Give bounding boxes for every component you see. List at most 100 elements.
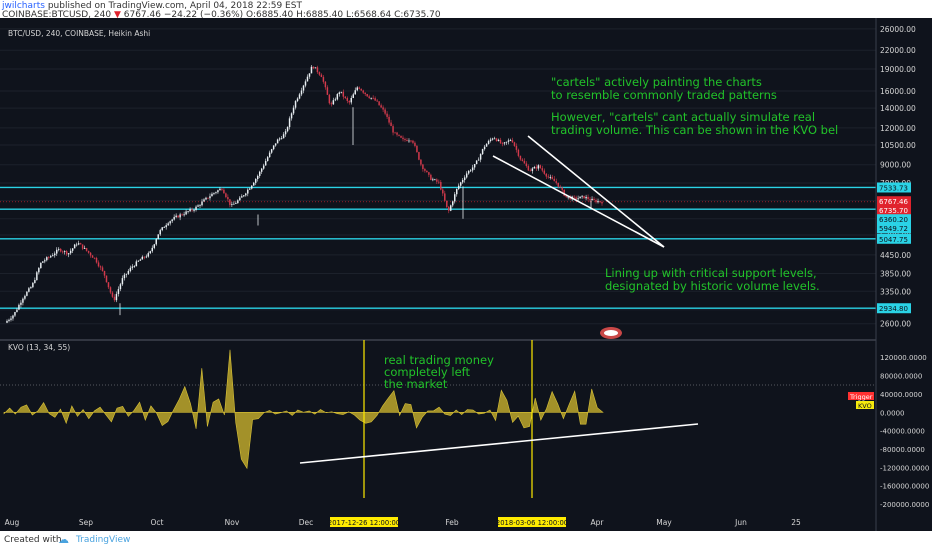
- x-tick-label: Feb: [445, 518, 459, 527]
- candle-body: [509, 140, 512, 142]
- price-label-bg: [877, 205, 911, 216]
- candle-body: [75, 244, 78, 246]
- candle-body: [181, 214, 183, 216]
- tradingview-brand[interactable]: TradingView: [76, 535, 131, 545]
- candle-body: [312, 66, 315, 69]
- candle-body: [50, 256, 52, 258]
- down-arrow-icon: ▼: [113, 10, 121, 20]
- candle-body: [10, 318, 12, 320]
- candle-body: [306, 76, 309, 82]
- support-lines: [0, 186, 876, 309]
- candle-body: [26, 291, 28, 296]
- candle-body: [440, 182, 442, 190]
- candle-body: [59, 248, 62, 252]
- candle-body: [61, 251, 64, 253]
- candle-body: [577, 198, 579, 200]
- candle-body: [159, 230, 161, 235]
- candle-body: [394, 132, 396, 134]
- candle-body: [294, 101, 297, 108]
- candle-body: [573, 196, 575, 198]
- price-label-bg: [877, 303, 911, 314]
- x-tick-label: Nov: [225, 518, 240, 527]
- chart-background: [0, 18, 932, 531]
- price-label-bg: [877, 214, 911, 225]
- candle-body: [539, 165, 542, 169]
- candle-body: [185, 211, 187, 215]
- candle-body: [318, 72, 321, 75]
- kvo-badge: [856, 401, 874, 409]
- candle-body: [410, 140, 412, 142]
- kvo-axis[interactable]: 120000.0000 80000.0000 40000.0000 0.0000 -40…: [880, 354, 929, 509]
- candle-body: [420, 159, 422, 165]
- candle-body: [245, 193, 247, 196]
- candle-body: [448, 206, 450, 211]
- candle-body: [452, 201, 454, 206]
- candle-body: [247, 189, 249, 194]
- candle-body: [414, 142, 416, 146]
- price-pane-title: BTC/USD, 240, COINBASE, Heikin Ashi: [8, 29, 150, 38]
- x-tick-label: Jun: [734, 518, 747, 527]
- x-tick-label: 25: [791, 518, 801, 527]
- candle-body: [436, 179, 438, 182]
- time-label-bg: [330, 517, 398, 527]
- candle-body: [161, 227, 163, 231]
- candle-body: [304, 81, 307, 86]
- kvo-tick-label: 40000.0000: [880, 391, 922, 399]
- publication-line: jwilcharts published on TradingView.com,…: [2, 1, 302, 11]
- candle-body: [165, 225, 167, 228]
- price-label: 2934.80: [879, 305, 908, 313]
- candle-body: [221, 188, 223, 190]
- tradingview-event-badge[interactable]: [600, 327, 622, 339]
- candle-body: [14, 312, 16, 316]
- annotation-line: designated by historic volume levels.: [605, 279, 820, 293]
- candle-body: [565, 195, 567, 197]
- y-tick-label: 3850.00: [880, 269, 911, 278]
- candle-body: [308, 73, 311, 77]
- candle-body: [73, 244, 76, 249]
- x-tick-label: Sep: [79, 518, 93, 527]
- chart-svg[interactable]: BTC/USD, 240, COINBASE, Heikin Ashi KVO …: [0, 18, 932, 531]
- candle-body: [513, 142, 516, 146]
- candle-body: [147, 253, 150, 257]
- candle-body: [475, 160, 478, 165]
- candle-body: [326, 87, 329, 95]
- candle-body: [483, 146, 486, 150]
- y-tick-label: 9000.00: [880, 161, 911, 170]
- candle-body: [12, 315, 14, 319]
- candle-body: [320, 74, 323, 78]
- kvo-pane-title: KVO (13, 34, 55): [8, 343, 70, 352]
- annotation-line: real trading money: [384, 353, 494, 367]
- y-tick-label: 19000.00: [880, 65, 916, 74]
- candle-body: [183, 214, 185, 216]
- candle-body: [54, 253, 56, 256]
- candle-body: [424, 169, 426, 171]
- candle-body: [422, 164, 424, 170]
- candle-body: [374, 98, 376, 101]
- candle-body: [217, 190, 219, 193]
- candle-body: [314, 67, 317, 69]
- candle-body: [511, 140, 514, 143]
- y-tick-label: 4450.00: [880, 251, 911, 260]
- candle-body: [378, 101, 380, 106]
- candle-body: [390, 122, 392, 127]
- candle-body: [467, 170, 470, 174]
- candle-body: [521, 159, 524, 161]
- candle-body: [450, 205, 452, 211]
- author-link[interactable]: jwilcharts: [2, 1, 45, 11]
- candle-body: [549, 177, 552, 178]
- candle-body: [527, 166, 530, 171]
- candle-body: [368, 96, 370, 98]
- candle-body: [481, 149, 484, 155]
- candle-body: [583, 195, 585, 199]
- candle-body: [372, 97, 374, 99]
- candle-body: [22, 298, 24, 303]
- candle-body: [428, 172, 430, 175]
- candle-body: [569, 196, 571, 200]
- time-axis[interactable]: AugSepOctNovDecFebMarAprMayJun252017-12-…: [5, 517, 801, 527]
- candle-body: [225, 193, 227, 198]
- candle-body: [523, 160, 526, 164]
- candle-body: [444, 193, 446, 201]
- chart-area[interactable]: BTC/USD, 240, COINBASE, Heikin Ashi KVO …: [0, 18, 932, 535]
- symbol-line: COINBASE:BTCUSD, 240 ▼ 6767.46 −24.22 (−…: [2, 10, 441, 20]
